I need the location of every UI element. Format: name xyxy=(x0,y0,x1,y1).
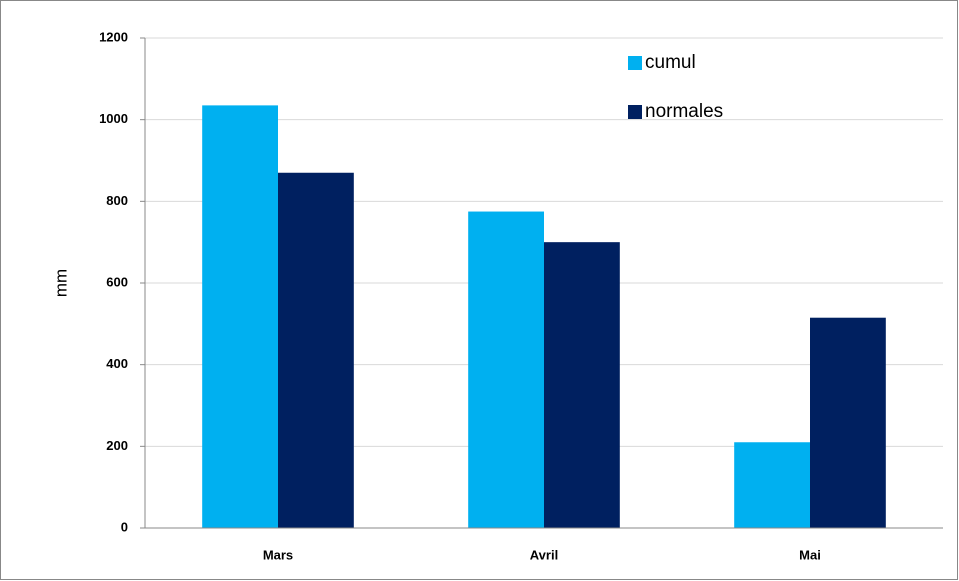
x-tick-label: Mai xyxy=(799,547,821,562)
legend-label: normales xyxy=(645,101,723,122)
legend-swatch xyxy=(628,105,642,119)
bar xyxy=(278,172,354,528)
x-tick-label: Avril xyxy=(530,547,558,562)
y-tick-label: 400 xyxy=(106,356,128,371)
y-tick-label: 0 xyxy=(121,519,128,534)
bar xyxy=(202,105,278,528)
bar xyxy=(734,442,810,528)
y-tick-label: 800 xyxy=(106,193,128,208)
y-tick-label: 600 xyxy=(106,274,128,289)
bar xyxy=(468,211,544,528)
bar xyxy=(810,317,886,528)
y-tick-label: 200 xyxy=(106,438,128,453)
y-tick-label: 1000 xyxy=(99,111,128,126)
y-axis-label: mm xyxy=(51,269,70,297)
legend-swatch xyxy=(628,56,642,70)
bar xyxy=(544,242,620,528)
x-tick-label: Mars xyxy=(263,547,293,562)
legend-label: cumul xyxy=(645,52,696,73)
y-tick-label: 1200 xyxy=(99,29,128,44)
